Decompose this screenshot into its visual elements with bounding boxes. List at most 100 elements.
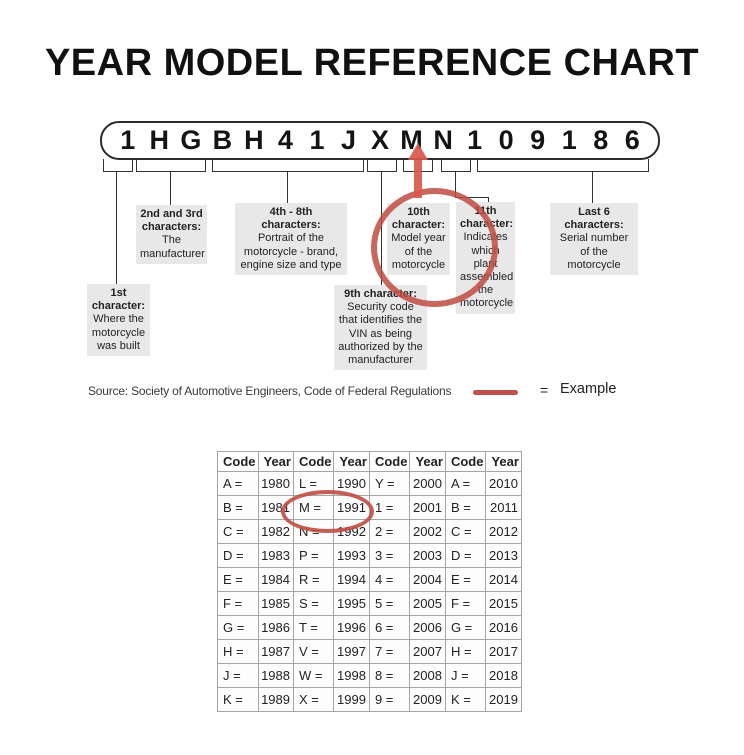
leader-line-11th: [488, 197, 489, 204]
code-cell: S =: [292, 591, 335, 616]
code-cell: P =: [292, 543, 335, 568]
year-cell: 1982: [257, 519, 294, 544]
highlight-ellipse-10th-character-icon: [371, 188, 498, 307]
year-cell: 1997: [333, 639, 370, 664]
year-cell: 2013: [485, 543, 522, 568]
bracket-last-6-chars: [477, 159, 649, 172]
table-header-cell: Year: [485, 451, 522, 472]
vin-character: H: [244, 125, 264, 155]
code-cell: R =: [292, 567, 335, 592]
vin-character: 6: [624, 125, 640, 155]
year-cell: 2001: [409, 495, 446, 520]
table-row: H = 1987 V = 1997 7 = 2007 H = 2017: [217, 639, 522, 664]
bracket-2nd-3rd-chars: [136, 159, 206, 172]
table-row: K = 1989 X = 1999 9 = 2009 K = 2019: [217, 687, 522, 712]
code-cell: F =: [444, 591, 487, 616]
year-cell: 2009: [409, 687, 446, 712]
legend-example-label: Example: [560, 381, 617, 397]
year-cell: 2014: [485, 567, 522, 592]
arrow-head-icon: [408, 143, 428, 160]
legend-equals-sign: =: [540, 382, 549, 398]
highlight-ellipse-m-1991-icon: [281, 490, 374, 533]
code-cell: X =: [292, 687, 335, 712]
code-cell: 4 =: [368, 567, 411, 592]
code-cell: B =: [217, 495, 259, 520]
vin-character: J: [340, 125, 356, 155]
code-cell: B =: [444, 495, 487, 520]
vin-character: 0: [498, 125, 514, 155]
callout-title: 4th - 8th characters:: [261, 206, 321, 232]
leader-line-1st: [116, 172, 117, 284]
arrow-shaft: [414, 160, 422, 198]
code-cell: C =: [444, 519, 487, 544]
year-cell: 1994: [333, 567, 370, 592]
callout-body: Portrait of the motorcycle - brand, engi…: [240, 232, 342, 271]
year-cell: 1984: [257, 567, 294, 592]
year-cell: 1989: [257, 687, 294, 712]
source-text: Source: Society of Automotive Engineers,…: [88, 384, 452, 398]
code-cell: A =: [217, 471, 259, 496]
year-code-table: Code Year Code Year Code Year Code Year A = 1980…: [217, 451, 522, 712]
vin-character: X: [371, 125, 390, 155]
table-row: C = 1982 N = 1992 2 = 2002 C = 2012: [217, 519, 522, 544]
leader-line-4th-8th: [287, 172, 288, 203]
callout-1st-character: 1st character: Where the motorcycle was …: [87, 284, 150, 356]
table-header-cell: Code: [368, 451, 411, 472]
code-cell: H =: [444, 639, 487, 664]
year-cell: 2004: [409, 567, 446, 592]
code-cell: 6 =: [368, 615, 411, 640]
callout-2nd-3rd-characters: 2nd and 3rd characters: The manufacturer: [136, 205, 207, 264]
callout-body: Where the motorcycle was built: [91, 313, 146, 352]
vin-character: 1: [309, 125, 325, 155]
year-cell: 2016: [485, 615, 522, 640]
vin-character: 4: [277, 125, 293, 155]
year-cell: 1993: [333, 543, 370, 568]
leader-line-11th: [455, 172, 456, 197]
year-cell: 2015: [485, 591, 522, 616]
table-header-cell: Year: [333, 451, 370, 472]
code-cell: G =: [444, 615, 487, 640]
year-cell: 1980: [257, 471, 294, 496]
vin-character: N: [433, 125, 453, 155]
code-cell: D =: [217, 543, 259, 568]
page-title: YEAR MODEL REFERENCE CHART: [44, 42, 700, 84]
callout-last-6-characters: Last 6 characters: Serial number of the …: [550, 203, 638, 275]
code-cell: 8 =: [368, 663, 411, 688]
year-table-head-row: Code Year Code Year Code Year Code Year: [217, 451, 522, 472]
red-example-line-icon: [473, 390, 518, 395]
year-cell: 1998: [333, 663, 370, 688]
year-cell: 2003: [409, 543, 446, 568]
year-cell: 2005: [409, 591, 446, 616]
code-cell: 3 =: [368, 543, 411, 568]
year-cell: 2019: [485, 687, 522, 712]
code-cell: F =: [217, 591, 259, 616]
code-cell: J =: [444, 663, 487, 688]
vin-character: 9: [530, 125, 546, 155]
table-row: E = 1984 R = 1994 4 = 2004 E = 2014: [217, 567, 522, 592]
code-cell: 5 =: [368, 591, 411, 616]
table-header-cell: Year: [409, 451, 446, 472]
code-cell: G =: [217, 615, 259, 640]
table-header-cell: Year: [257, 451, 294, 472]
year-cell: 2011: [485, 495, 522, 520]
year-cell: 2002: [409, 519, 446, 544]
code-cell: K =: [217, 687, 259, 712]
year-cell: 1987: [257, 639, 294, 664]
table-row: A = 1980 L = 1990 Y = 2000 A = 2010: [217, 471, 522, 496]
year-cell: 1999: [333, 687, 370, 712]
code-cell: D =: [444, 543, 487, 568]
callout-body: The manufacturer: [140, 234, 205, 260]
year-cell: 1988: [257, 663, 294, 688]
code-cell: J =: [217, 663, 259, 688]
year-table-body: A = 1980 L = 1990 Y = 2000 A = 2010 B = 1981 M = 19…: [217, 471, 522, 712]
year-cell: 2006: [409, 615, 446, 640]
year-cell: 2000: [409, 471, 446, 496]
vin-character: G: [180, 125, 202, 155]
year-cell: 1986: [257, 615, 294, 640]
bracket-11th-char: [441, 159, 471, 172]
code-cell: V =: [292, 639, 335, 664]
table-header-cell: Code: [444, 451, 487, 472]
red-up-arrow-icon: [408, 143, 428, 198]
